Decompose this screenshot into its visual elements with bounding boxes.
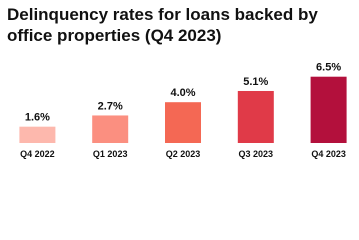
value-label: 6.5% bbox=[316, 62, 341, 74]
value-label: 1.6% bbox=[25, 112, 50, 124]
x-tick-label: Q4 2023 bbox=[311, 149, 346, 159]
x-tick-label: Q1 2023 bbox=[93, 149, 128, 159]
page: Delinquency rates for loans backed by of… bbox=[7, 5, 347, 159]
bar bbox=[310, 76, 347, 143]
chart: 1.6% Q4 2022 2.7% Q1 2023 4.0% Q2 2023 5.1% Q3 … bbox=[19, 62, 347, 159]
x-tick-label: Q3 2023 bbox=[239, 149, 274, 159]
x-tick-label: Q2 2023 bbox=[166, 149, 201, 159]
bar bbox=[92, 115, 129, 143]
value-label: 5.1% bbox=[243, 76, 268, 88]
x-tick-label: Q4 2022 bbox=[20, 149, 55, 159]
bar bbox=[19, 126, 56, 143]
chart-title: Delinquency rates for loans backed by of… bbox=[7, 5, 318, 45]
bar bbox=[165, 102, 201, 143]
value-label: 4.0% bbox=[170, 87, 195, 99]
value-label: 2.7% bbox=[98, 100, 123, 112]
bar bbox=[237, 90, 274, 143]
